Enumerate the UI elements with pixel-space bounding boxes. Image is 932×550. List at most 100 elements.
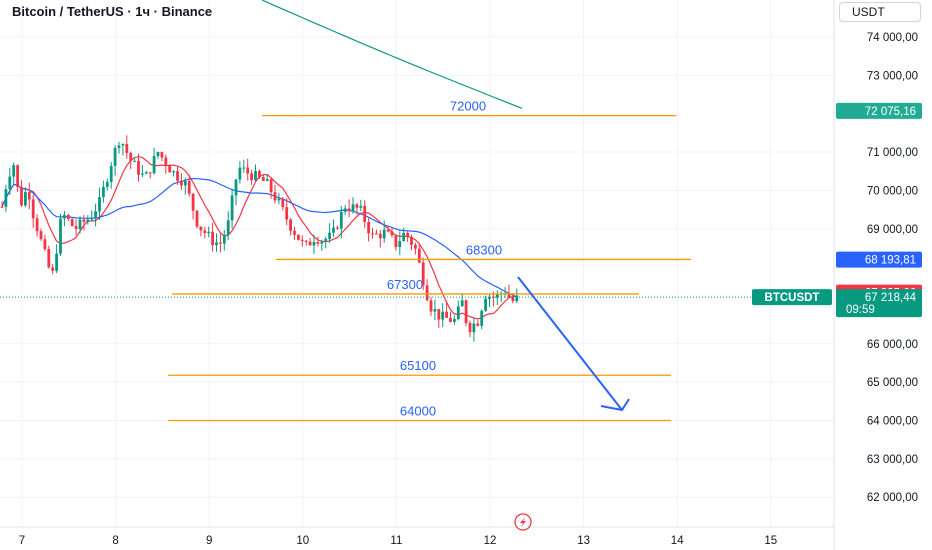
candle	[168, 165, 172, 173]
currency-button[interactable]: USDT	[839, 2, 921, 22]
candle	[82, 219, 86, 222]
candle	[180, 180, 183, 186]
candle	[222, 234, 226, 244]
candle	[351, 204, 355, 211]
candle	[433, 309, 437, 312]
candle	[277, 198, 281, 201]
candle	[39, 231, 43, 240]
candle	[187, 180, 191, 194]
candle	[386, 229, 390, 232]
candle	[219, 242, 222, 244]
candle	[355, 204, 359, 208]
candle	[468, 323, 472, 333]
ma-fast-line	[1, 155, 517, 320]
lightning-icon[interactable]	[514, 513, 532, 531]
candle	[16, 165, 19, 187]
candle	[421, 262, 425, 286]
grid	[0, 0, 834, 527]
candle	[273, 192, 277, 201]
candle	[199, 226, 203, 231]
candle	[343, 208, 347, 212]
candle	[398, 241, 402, 248]
forecast-arrow	[517, 276, 630, 412]
price-tag-text: 68 193,81	[865, 255, 916, 267]
candle	[133, 160, 136, 162]
candle	[339, 211, 343, 229]
y-tick-label: 74 000,00	[867, 32, 918, 44]
level-label: 64000	[400, 404, 436, 419]
candle	[488, 296, 491, 299]
candle	[300, 239, 304, 241]
candle	[24, 192, 27, 206]
candle	[371, 233, 374, 235]
candle	[507, 293, 511, 298]
candle	[480, 310, 484, 326]
candle	[254, 171, 257, 181]
candle	[308, 241, 312, 246]
candle	[55, 253, 58, 271]
candle	[425, 285, 429, 301]
candle	[43, 239, 47, 249]
y-tick-label: 70 000,00	[867, 185, 918, 197]
arrow-head	[600, 398, 630, 412]
candle	[269, 179, 273, 193]
candle	[183, 180, 187, 186]
candle	[47, 248, 51, 268]
candle	[4, 189, 8, 207]
y-tick-label: 69 000,00	[867, 224, 918, 236]
x-tick-label: 10	[296, 535, 309, 547]
candle	[320, 241, 324, 244]
countdown-text: 09:59	[846, 304, 875, 316]
candle	[445, 311, 448, 318]
candle	[238, 167, 242, 180]
candle	[417, 248, 421, 263]
candle	[324, 238, 328, 242]
x-tick-label: 7	[19, 535, 25, 547]
candle	[367, 222, 370, 234]
candle	[141, 173, 144, 175]
candle	[394, 235, 398, 248]
candle	[129, 152, 133, 161]
candle	[191, 193, 195, 211]
x-tick-label: 15	[764, 535, 777, 547]
ma-mid-line	[1, 177, 518, 298]
y-tick-label: 71 000,00	[867, 147, 918, 159]
x-tick-label: 14	[671, 535, 684, 547]
chart-title: Bitcoin / TetherUS · 1ч · Binance	[12, 4, 213, 19]
y-tick-label: 66 000,00	[867, 339, 918, 351]
candle	[59, 218, 62, 254]
x-tick-label: 11	[390, 535, 402, 547]
candle	[316, 242, 320, 244]
candle	[152, 156, 156, 174]
candle	[86, 219, 90, 222]
candle	[456, 306, 460, 320]
moving-averages	[1, 0, 523, 320]
candle	[515, 295, 519, 302]
ma-slow-line	[261, 0, 523, 109]
candle	[211, 231, 214, 246]
candle	[328, 232, 331, 239]
candle	[78, 219, 82, 229]
candle	[378, 233, 382, 239]
candle	[347, 208, 351, 211]
price-tag-text: 72 075,16	[865, 106, 916, 118]
current-price-tag	[836, 289, 922, 318]
candle	[117, 145, 121, 148]
candle	[453, 319, 456, 322]
candle	[375, 233, 378, 235]
candles	[0, 135, 519, 342]
time-axis: 7 8 9 10 11 12 13 14 15	[19, 535, 777, 547]
candle	[382, 229, 386, 239]
candle	[125, 144, 129, 153]
candle	[297, 234, 300, 240]
candle	[109, 165, 113, 182]
candle	[281, 198, 285, 208]
candle	[492, 296, 495, 298]
candle	[406, 232, 409, 238]
price-axis: 74 000,00 73 000,00 71 000,00 70 000,00 69 0…	[867, 32, 918, 504]
current-price-text: 67 218,44	[865, 292, 917, 304]
candle	[121, 144, 125, 146]
candle	[0, 206, 4, 208]
